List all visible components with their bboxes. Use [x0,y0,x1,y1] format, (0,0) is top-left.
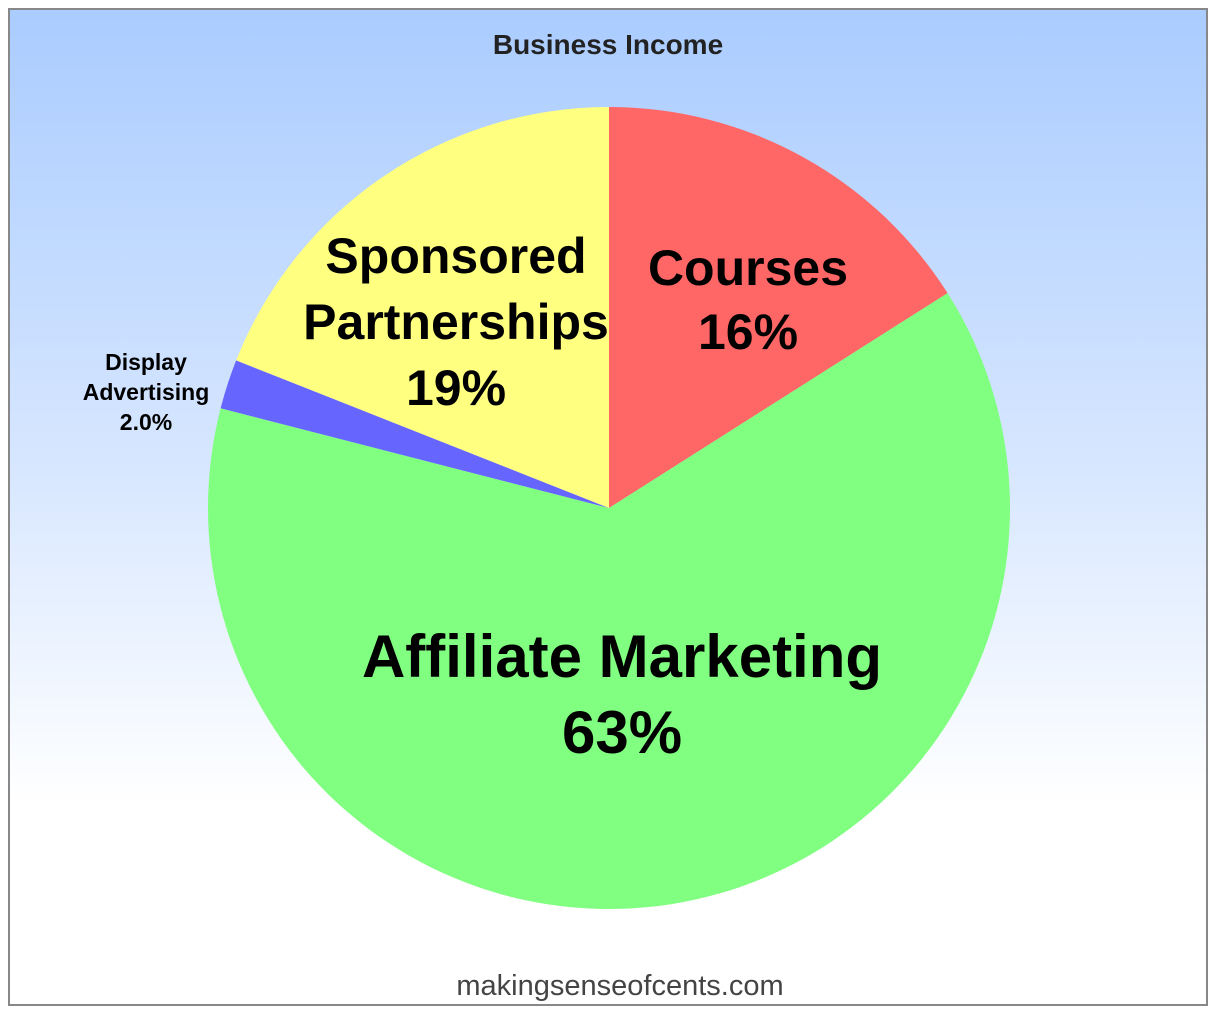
data-label-name: Partnerships [303,294,609,350]
data-label-name: Display [105,349,187,375]
data-label-name: Advertising [83,379,210,405]
data-label-name: Affiliate Marketing [362,623,882,690]
chart-title: Business Income [493,29,723,60]
data-label-name: Sponsored [325,228,586,284]
pie-slice-affiliate-marketing [207,293,1011,910]
data-label-value: 63% [562,699,682,766]
pie-slice-sponsored-partnerships [236,107,610,508]
data-label-value: 19% [406,360,506,416]
data-label-value: 16% [698,304,798,360]
watermark: makingsenseofcents.com [456,970,783,1002]
pie-slice-display-advertising [220,360,610,508]
data-label-value: 2.0% [120,409,172,435]
pie-slice-courses [609,107,948,508]
data-label-name: Courses [648,240,848,296]
